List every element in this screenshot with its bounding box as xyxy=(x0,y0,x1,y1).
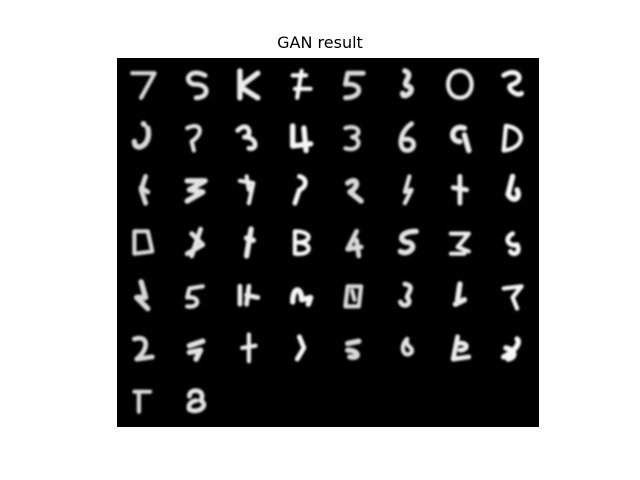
generated-digit-sample xyxy=(501,284,524,311)
generated-digit-sample xyxy=(134,279,151,312)
generated-digit-sample xyxy=(138,174,151,206)
generated-digit-sample xyxy=(505,173,521,202)
generated-digit-sample xyxy=(290,287,314,307)
generated-digit-sample xyxy=(343,125,361,152)
generated-digit-sample xyxy=(501,70,524,97)
generated-digit-sample xyxy=(452,281,468,307)
generated-digit-sample xyxy=(294,334,307,362)
generated-digit-sample xyxy=(450,174,469,206)
generated-digit-sample xyxy=(345,228,364,259)
gan-sample-grid-svg xyxy=(130,68,524,414)
generated-digit-sample xyxy=(501,123,523,153)
generated-digit-sample xyxy=(131,121,152,150)
generated-digit-sample xyxy=(343,70,366,101)
generated-digit-sample xyxy=(397,228,419,256)
generated-digit-sample xyxy=(446,68,474,100)
generated-digit-sample xyxy=(505,231,521,257)
generated-digit-sample xyxy=(292,174,308,206)
generated-digit-sample xyxy=(185,70,209,101)
generated-digit-sample xyxy=(501,336,521,362)
generated-digit-sample xyxy=(185,124,202,153)
generated-digit-sample xyxy=(185,284,205,309)
generated-digit-sample xyxy=(398,121,416,153)
generated-digit-sample xyxy=(292,229,311,256)
generated-digit-sample xyxy=(240,332,258,364)
generated-digit-sample xyxy=(237,283,261,307)
generated-digit-sample xyxy=(345,338,362,360)
generated-digit-sample xyxy=(132,389,153,414)
generated-digit-sample xyxy=(345,178,364,204)
generated-digit-sample xyxy=(450,334,472,362)
generated-digit-sample xyxy=(186,388,207,414)
generated-digit-sample xyxy=(184,226,206,259)
generated-digit-sample xyxy=(290,123,314,154)
generated-digit-sample xyxy=(132,335,155,362)
generated-digit-sample xyxy=(398,281,413,308)
generated-digit-sample xyxy=(399,68,414,99)
generated-digit-sample xyxy=(400,336,415,357)
figure-title: GAN result xyxy=(277,33,363,52)
generated-digit-sample xyxy=(343,284,364,309)
generated-digit-sample xyxy=(450,124,472,154)
generated-digit-sample xyxy=(235,124,258,151)
generated-digit-sample xyxy=(186,338,206,362)
generated-digit-sample xyxy=(243,226,256,259)
generated-digit-sample xyxy=(237,68,261,101)
generated-digit-sample xyxy=(132,229,155,256)
generated-digit-sample xyxy=(184,178,208,204)
generated-digit-sample xyxy=(130,71,157,100)
generated-digit-sample xyxy=(290,68,313,100)
generated-digit-sample xyxy=(237,174,256,206)
generated-digit-sample xyxy=(402,174,414,206)
gan-sample-grid-image xyxy=(117,58,539,427)
generated-digit-sample xyxy=(448,231,471,256)
